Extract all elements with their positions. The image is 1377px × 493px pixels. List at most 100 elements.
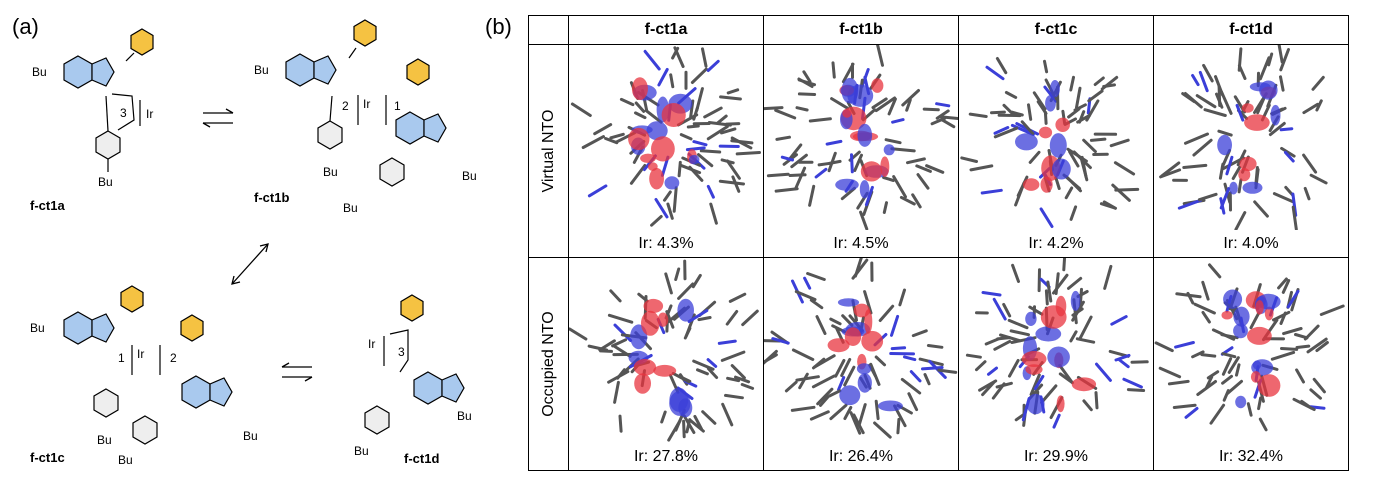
bond-stick	[679, 133, 693, 141]
bond-stick	[995, 57, 1008, 75]
bond-stick	[882, 201, 888, 214]
nto-cell: Ir: 29.9%	[958, 257, 1154, 471]
bond-stick	[1235, 363, 1241, 377]
bond-stick	[1062, 258, 1067, 272]
bond-stick	[859, 210, 869, 230]
bond-stick	[794, 166, 807, 191]
bond-stick	[683, 326, 692, 340]
bond-stick	[887, 97, 897, 116]
bond-stick	[1181, 92, 1196, 104]
bond-stick	[1067, 107, 1081, 119]
bond-stick	[716, 114, 728, 125]
orbital-lobe	[857, 123, 873, 147]
orbital-lobe	[1015, 133, 1038, 151]
bond-stick	[1043, 110, 1048, 125]
orbital-lobe	[633, 359, 657, 376]
bond-stick	[1093, 76, 1105, 86]
ir-percentage: Ir: 32.4%	[1218, 448, 1284, 465]
nto-orbital-image	[764, 258, 958, 439]
bond-stick	[764, 353, 778, 364]
bond-stick	[911, 329, 928, 338]
bond-stick	[1043, 59, 1049, 74]
bond-stick	[1103, 264, 1113, 290]
bond-stick	[1272, 192, 1294, 203]
nto-orbital-image	[1154, 263, 1345, 432]
bond-stick	[993, 126, 1010, 135]
bond-stick	[935, 102, 951, 108]
bond-stick	[1027, 103, 1033, 121]
bond-stick	[672, 186, 678, 213]
bond-stick	[774, 187, 799, 193]
bond-stick	[1254, 166, 1259, 186]
orbital-lobe	[649, 167, 664, 190]
bond-stick	[992, 297, 1007, 321]
bond-stick	[730, 136, 753, 150]
bond-stick	[898, 288, 906, 307]
bond-stick	[1046, 280, 1053, 303]
bond-stick	[1082, 399, 1093, 412]
bond-stick	[634, 111, 647, 120]
bond-stick	[849, 411, 862, 435]
bond-stick	[1306, 337, 1328, 354]
bond-stick	[1267, 52, 1274, 67]
bond-stick	[1270, 350, 1296, 361]
bond-stick	[1279, 127, 1294, 132]
ir-atom: Ir	[137, 347, 144, 361]
orbital-lobe	[1229, 181, 1238, 195]
bond-stick	[1044, 289, 1049, 306]
orbital-lobe	[651, 136, 675, 162]
bond-stick	[629, 164, 647, 185]
bond-stick	[669, 73, 675, 89]
bond-stick	[1052, 413, 1061, 429]
orbital-lobe	[1235, 395, 1247, 409]
bond-stick	[699, 149, 722, 154]
bond-stick	[798, 372, 809, 390]
bond-stick	[905, 98, 912, 112]
bond-stick	[1219, 187, 1231, 210]
bond-stick	[965, 353, 982, 359]
orbital-lobe	[1264, 306, 1274, 321]
bond-stick	[1064, 186, 1074, 200]
column-header: f-ct1d	[1153, 15, 1349, 45]
bond-stick	[1052, 273, 1069, 295]
nto-cell: Ir: 4.0%	[1153, 44, 1349, 258]
bond-stick	[1292, 397, 1316, 412]
bond-stick	[882, 176, 895, 182]
bond-stick	[720, 350, 746, 362]
bond-stick	[726, 88, 740, 95]
orbital-lobe	[840, 84, 856, 97]
bond-stick	[911, 193, 922, 209]
bond-stick	[1203, 108, 1227, 117]
bond-stick	[794, 290, 817, 301]
bond-stick	[991, 382, 1006, 400]
bond-stick	[1095, 362, 1112, 382]
compound-label: f-ct1d	[404, 451, 440, 466]
orbital-lobe	[657, 312, 669, 327]
bond-stick	[1122, 377, 1143, 389]
table-corner	[528, 15, 569, 45]
compound-label: f-ct1a	[30, 198, 65, 213]
bond-stick	[819, 395, 830, 407]
ring-number: 3	[398, 345, 405, 359]
bond-stick	[1198, 70, 1209, 93]
bond-stick	[671, 371, 691, 384]
bond-stick	[1069, 75, 1075, 92]
bond-stick	[728, 292, 747, 303]
compound-f-ct1b	[285, 19, 447, 187]
orbital-lobe	[1250, 371, 1261, 383]
bond-stick	[650, 215, 663, 227]
compound-label: f-ct1b	[254, 190, 290, 205]
bond-stick	[1235, 103, 1245, 122]
scheme-drawings: 3 Ir Bu Bu 2 1 Ir Bu Bu Bu Bu	[30, 19, 477, 467]
bond-stick	[843, 406, 853, 421]
bond-stick	[890, 346, 907, 351]
bond-stick	[667, 419, 682, 442]
bond-stick	[1291, 205, 1298, 230]
row-header: Occupied NTO	[528, 257, 569, 471]
bond-stick	[1174, 341, 1195, 349]
bond-stick	[806, 272, 826, 281]
but-group: Bu	[98, 175, 113, 189]
bond-stick	[1193, 302, 1216, 315]
bond-stick	[1154, 341, 1174, 353]
bond-stick	[812, 357, 826, 370]
